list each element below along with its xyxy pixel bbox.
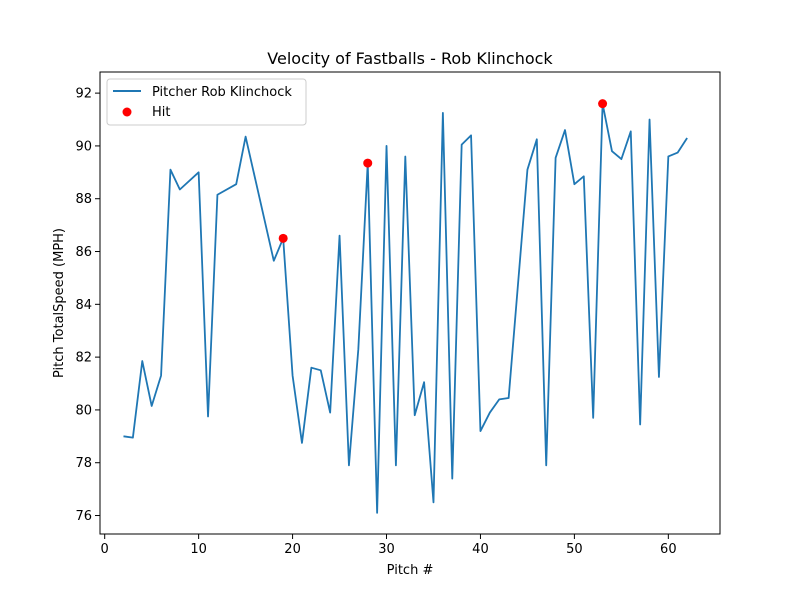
hit-point — [278, 233, 288, 243]
y-axis: 76 78 80 82 84 86 88 90 92 — [75, 87, 100, 524]
y-tick-label: 92 — [75, 87, 92, 102]
x-axis-label: Pitch # — [387, 563, 434, 578]
legend-label-hit: Hit — [152, 105, 170, 120]
chart-title: Velocity of Fastballs - Rob Klinchock — [267, 49, 553, 68]
plot-area — [123, 99, 688, 514]
legend-marker-swatch — [122, 107, 132, 117]
y-tick-label: 90 — [75, 139, 92, 154]
series-line — [123, 102, 688, 514]
legend-label-line: Pitcher Rob Klinchock — [152, 85, 292, 100]
y-tick-label: 88 — [75, 192, 92, 207]
y-tick-label: 78 — [75, 456, 92, 471]
x-tick-label: 20 — [284, 542, 301, 557]
y-tick-label: 86 — [75, 245, 92, 260]
x-tick-label: 50 — [566, 542, 583, 557]
x-tick-label: 60 — [660, 542, 677, 557]
y-tick-label: 76 — [75, 509, 92, 524]
y-tick-label: 82 — [75, 351, 92, 366]
plot-frame — [99, 71, 721, 535]
hit-point — [363, 158, 373, 168]
x-tick-label: 30 — [378, 542, 395, 557]
x-axis: 0 10 20 30 40 50 60 — [101, 534, 677, 557]
x-tick-label: 40 — [472, 542, 489, 557]
legend: Pitcher Rob Klinchock Hit — [106, 78, 307, 126]
y-tick-label: 84 — [75, 298, 92, 313]
legend-box — [106, 78, 307, 126]
y-tick-label: 80 — [75, 403, 92, 418]
x-tick-label: 10 — [190, 542, 207, 557]
x-tick-label: 0 — [101, 542, 109, 557]
y-axis-label: Pitch TotalSpeed (MPH) — [52, 228, 67, 378]
hit-point — [598, 99, 608, 109]
